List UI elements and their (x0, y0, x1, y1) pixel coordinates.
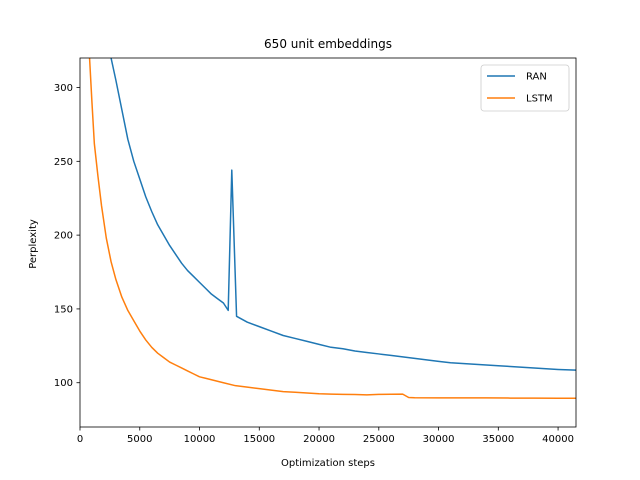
x-tick-label: 25000 (363, 434, 395, 445)
x-tick-label: 35000 (482, 434, 514, 445)
x-tick-label: 40000 (542, 434, 574, 445)
legend-label-lstm: LSTM (526, 94, 553, 105)
y-tick-label: 200 (54, 231, 73, 242)
x-tick-label: 5000 (127, 434, 152, 445)
chart-title: 650 unit embeddings (264, 37, 392, 51)
x-tick-label: 15000 (243, 434, 275, 445)
y-tick-label: 100 (54, 378, 73, 389)
series-line-ran (110, 58, 576, 371)
x-axis: 0 5000 10000 15000 20000 25000 30000 35000 40000 (77, 427, 574, 445)
x-tick-label: 10000 (184, 434, 216, 445)
legend-label-ran: RAN (526, 72, 547, 83)
x-tick-label: 0 (77, 434, 83, 445)
legend: RAN LSTM (480, 64, 570, 112)
x-axis-label: Optimization steps (281, 458, 375, 469)
y-axis: 100 150 200 250 300 (54, 83, 80, 389)
plot-area (79, 57, 577, 428)
plot-frame (79, 57, 577, 428)
y-tick-label: 300 (54, 83, 73, 94)
x-tick-label: 30000 (423, 434, 455, 445)
legend-box (480, 64, 570, 112)
series-line-lstm (88, 58, 576, 399)
y-tick-label: 150 (54, 304, 73, 315)
y-axis-label: Perplexity (28, 219, 39, 269)
x-tick-label: 20000 (303, 434, 335, 445)
y-tick-label: 250 (54, 157, 73, 168)
